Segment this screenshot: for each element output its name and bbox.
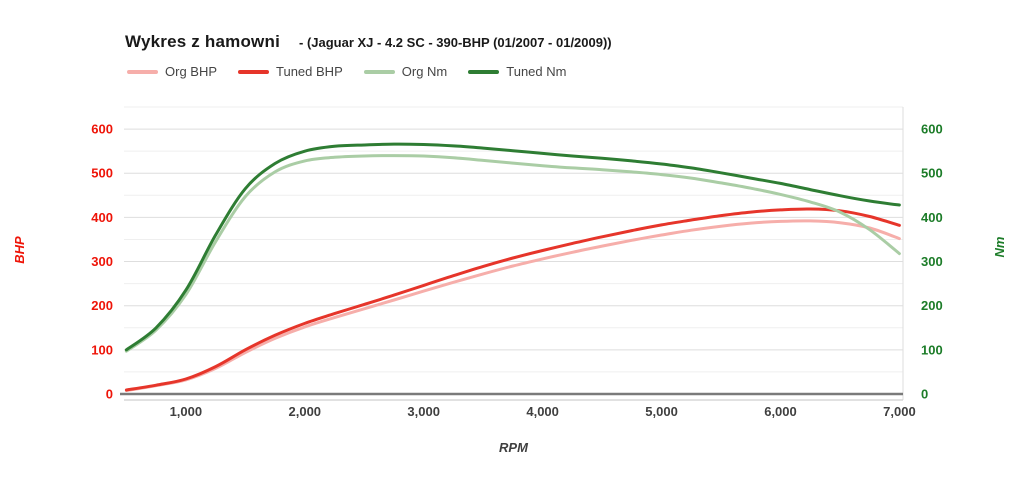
right-axis-tick: 400 [921,210,943,225]
left-axis-tick: 400 [91,210,113,225]
legend-item-org-bhp: Org BHP [127,64,217,79]
x-axis-title: RPM [499,440,529,455]
left-axis-tick: 0 [106,387,113,402]
series-lines [124,142,901,392]
series-line-org-bhp [124,219,901,392]
legend-swatch-org-nm [363,69,395,74]
legend-swatch-org-bhp [127,69,158,74]
x-axis-tick: 7,000 [883,404,916,419]
x-axis-tick: 6,000 [764,404,797,419]
x-axis-tick: 4,000 [526,404,559,419]
right-axis-tick: 0 [921,387,928,402]
x-axis-tick: 1,000 [170,404,203,419]
right-axis-tick: 600 [921,122,943,137]
legend-label: Tuned Nm [506,64,567,79]
left-axis-tick: 500 [91,166,113,181]
series-line-tuned-nm [124,142,901,352]
left-axis-tick: 300 [91,254,113,269]
left-axis-tick: 200 [91,298,113,313]
right-axis-tick: 300 [921,254,943,269]
right-axis-tick: 200 [921,298,943,313]
chart-subtitle: - (Jaguar XJ - 4.2 SC - 390-BHP (01/2007… [299,35,612,50]
left-axis-title: BHP [12,236,27,264]
legend-item-tuned-nm: Tuned Nm [468,64,566,79]
x-axis-tick: 3,000 [407,404,440,419]
legend-swatch-tuned-nm [468,69,500,74]
chart-legend: Org BHP Tuned BHP Org Nm Tuned Nm [127,64,566,79]
right-axis-tick: 500 [921,166,943,181]
legend-item-org-nm: Org Nm [363,64,448,79]
chart-header: Wykres z hamowni - (Jaguar XJ - 4.2 SC -… [125,32,612,52]
legend-swatch-tuned-bhp [238,69,270,74]
left-axis-tick: 100 [91,342,113,357]
right-axis-tick: 100 [921,342,943,357]
left-axis-tick: 600 [91,122,113,137]
series-line-tuned-bhp [124,207,901,392]
legend-label: Org BHP [165,64,218,79]
right-axis-title: Nm [992,236,1007,257]
legend-label: Tuned BHP [276,64,343,79]
legend-label: Org Nm [401,64,448,79]
axis-labels: 0 100 200 300 400 500 600 0 100 200 300 400 500 600 1,… [12,122,1007,455]
series-line-org-nm [124,154,901,353]
x-axis-tick: 5,000 [645,404,678,419]
chart-title: Wykres z hamowni [125,32,280,51]
legend-item-tuned-bhp: Tuned BHP [238,64,343,79]
x-axis-tick: 2,000 [289,404,322,419]
